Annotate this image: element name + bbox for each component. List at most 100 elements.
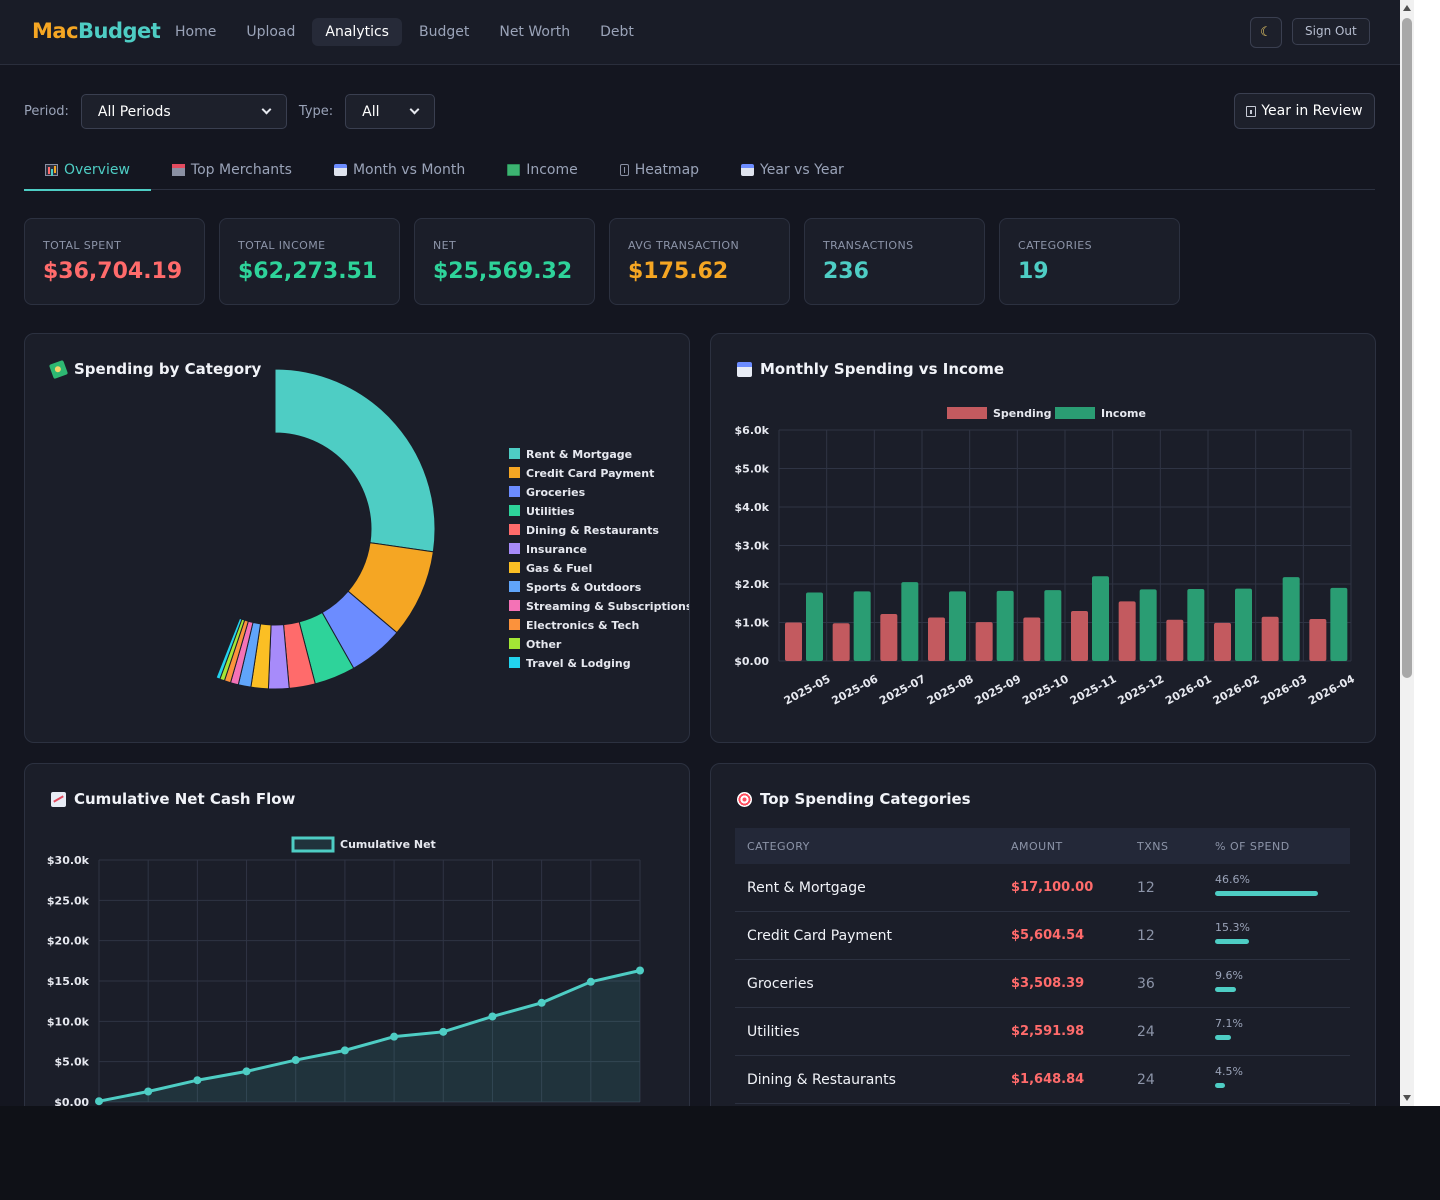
nav-budget[interactable]: Budget [418, 24, 470, 40]
bar-spending[interactable] [1118, 601, 1136, 661]
line-point[interactable] [144, 1087, 153, 1096]
x-tick-label: 2026-04 [1306, 672, 1357, 707]
header-pct[interactable]: % OF SPEND [1215, 839, 1290, 853]
table-row[interactable]: Dining & Restaurants $1,648.84 24 4.5% [735, 1056, 1350, 1104]
tab-year-vs-year[interactable]: Year vs Year [720, 150, 865, 190]
nav-net-worth[interactable]: Net Worth [499, 24, 571, 40]
line-point[interactable] [488, 1012, 497, 1021]
tab-overview[interactable]: Overview [24, 150, 151, 191]
legend-label[interactable]: Rent & Mortgage [526, 448, 632, 461]
line-point[interactable] [439, 1027, 448, 1036]
line-series[interactable] [98, 969, 641, 1103]
period-select-value: All Periods [97, 103, 171, 120]
legend-label[interactable]: Credit Card Payment [526, 467, 654, 480]
theme-toggle-button[interactable]: ☾ [1250, 17, 1282, 48]
bar-spending[interactable] [975, 622, 993, 661]
bar-spending[interactable] [1023, 617, 1041, 661]
bar-income[interactable] [1092, 576, 1109, 661]
bar-spending[interactable] [1309, 619, 1327, 661]
bar-income[interactable] [949, 591, 966, 661]
line-point[interactable] [340, 1046, 349, 1055]
line-point[interactable] [193, 1076, 202, 1085]
table-row[interactable]: Utilities $2,591.98 24 7.1% [735, 1008, 1350, 1056]
nav-debt[interactable]: Debt [600, 24, 634, 40]
legend-label[interactable]: Other [526, 638, 562, 651]
panel-spending-by-category: Spending by Category Rent & Mortgage Cred… [24, 333, 690, 743]
bar-income[interactable] [1235, 588, 1252, 661]
bar-income[interactable] [1044, 590, 1062, 661]
monthly-bar-chart[interactable]: $0.00 $1.0k $2.0k $3.0k $4.0k $5.0k $6.0k 2025-… [711, 334, 1376, 743]
legend-label[interactable]: Income [1101, 407, 1146, 420]
legend-label[interactable]: Utilities [526, 505, 575, 518]
legend-label[interactable]: Electronics & Tech [526, 619, 639, 632]
line-point[interactable] [291, 1056, 300, 1065]
bar-spending[interactable] [1214, 622, 1231, 661]
nav-analytics[interactable]: Analytics [312, 18, 402, 46]
cell-txns: 12 [1137, 879, 1155, 896]
y-tick-label: $6.0k [735, 424, 770, 437]
y-tick-label: $4.0k [735, 501, 770, 514]
pct-text: 7.1% [1215, 1017, 1243, 1030]
period-select[interactable]: All Periods [80, 94, 287, 129]
line-point[interactable] [95, 1097, 103, 1106]
bar-spending[interactable] [832, 623, 850, 661]
line-point[interactable] [242, 1067, 251, 1076]
table-row[interactable]: Groceries $3,508.39 36 9.6% [735, 960, 1350, 1008]
bar-spending[interactable] [880, 614, 898, 661]
pie-slice[interactable] [215, 617, 243, 680]
table-row[interactable]: Rent & Mortgage $17,100.00 12 46.6% [735, 864, 1350, 912]
legend-label[interactable]: Cumulative Net [340, 838, 436, 851]
scroll-down-icon[interactable] [1403, 1095, 1411, 1101]
line-point[interactable] [636, 966, 644, 975]
legend-label[interactable]: Travel & Lodging [526, 657, 631, 670]
tab-month-vs-month[interactable]: Month vs Month [313, 150, 486, 190]
x-tick-label: 2025-07 [877, 672, 928, 707]
stat-value: $36,704.19 [43, 259, 183, 284]
scrollbar-thumb[interactable] [1402, 18, 1412, 678]
legend-label[interactable]: Groceries [526, 486, 586, 499]
bar-income[interactable] [1139, 589, 1157, 661]
nav-upload[interactable]: Upload [246, 24, 296, 40]
line-point[interactable] [586, 977, 595, 986]
tab-top-merchants[interactable]: Top Merchants [151, 150, 313, 190]
bar-spending[interactable] [1071, 610, 1088, 661]
bar-income[interactable] [996, 590, 1014, 661]
bar-income[interactable] [1330, 587, 1348, 661]
legend-label[interactable]: Streaming & Subscriptions [526, 600, 690, 613]
line-point[interactable] [537, 998, 546, 1007]
legend-label[interactable]: Dining & Restaurants [526, 524, 659, 537]
cell-amount: $2,591.98 [1011, 1024, 1085, 1039]
category-donut-chart[interactable]: Rent & Mortgage Credit Card Payment Grocer… [25, 334, 690, 743]
header-category[interactable]: CATEGORY [747, 839, 810, 853]
legend-label[interactable]: Sports & Outdoors [526, 581, 642, 594]
bar-income[interactable] [901, 582, 919, 661]
bar-income[interactable] [1282, 577, 1300, 661]
header-amount[interactable]: AMOUNT [1011, 839, 1063, 853]
nav-home[interactable]: Home [175, 24, 217, 40]
brand-logo[interactable]: MacBudget [32, 19, 161, 43]
legend-label[interactable]: Gas & Fuel [526, 562, 592, 575]
tab-income[interactable]: Income [486, 150, 599, 190]
cumulative-line-chart[interactable]: $0.00 $5.0k $10.0k $15.0k $20.0k $25.0k $30.0k… [25, 764, 690, 1106]
nav-links: Home Upload Analytics Budget Net Worth D… [162, 18, 647, 46]
bar-income[interactable] [853, 591, 871, 661]
legend-label[interactable]: Insurance [526, 543, 587, 556]
scroll-up-icon[interactable] [1403, 5, 1411, 11]
bar-spending[interactable] [1261, 616, 1279, 661]
tab-heatmap[interactable]: Heatmap [599, 150, 720, 190]
pie-slice[interactable] [274, 368, 436, 553]
legend-label[interactable]: Spending [993, 407, 1051, 420]
stat-value: $62,273.51 [238, 259, 378, 284]
page-scrollbar[interactable] [1400, 0, 1414, 1106]
bar-spending[interactable] [785, 622, 802, 662]
bar-income[interactable] [1187, 589, 1205, 661]
bar-spending[interactable] [1166, 619, 1184, 661]
sign-out-button[interactable]: Sign Out [1292, 18, 1370, 45]
table-row[interactable]: Credit Card Payment $5,604.54 12 15.3% [735, 912, 1350, 960]
type-select[interactable]: All [345, 94, 436, 129]
year-in-review-button[interactable]: Year in Review [1234, 93, 1375, 129]
header-txns[interactable]: TXNS [1137, 839, 1169, 853]
line-point[interactable] [390, 1032, 399, 1041]
bar-income[interactable] [806, 592, 823, 661]
bar-spending[interactable] [928, 617, 945, 661]
